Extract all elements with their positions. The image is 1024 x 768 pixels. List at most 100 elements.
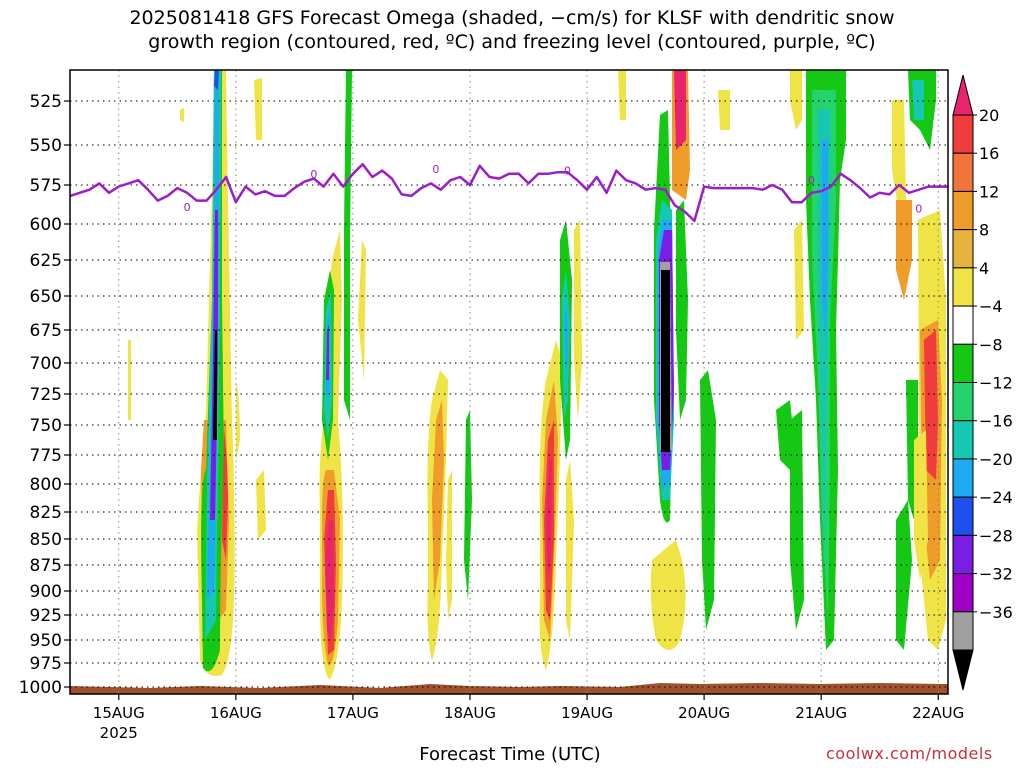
omega-area — [896, 200, 912, 300]
colorbar-label: 20 — [979, 106, 999, 125]
colorbar-label: −24 — [979, 488, 1013, 507]
y-tick-label: 600 — [30, 215, 62, 235]
y-tick-label: 925 — [30, 606, 62, 626]
x-axis: 15AUG 2025 16AUG 17AUG 18AUG 19AUG 20AUG 21AUG 2… — [93, 694, 964, 742]
omega-area — [256, 470, 266, 540]
omega-area — [924, 330, 938, 480]
y-tick-label: 625 — [30, 251, 62, 271]
y-tick-label: 650 — [30, 287, 62, 307]
omega-area — [566, 460, 574, 640]
y-tick-label: 875 — [30, 556, 62, 576]
omega-area — [574, 220, 582, 420]
colorbar: 20 16 12 8 4 −4 −8 −12 −16 −20 −24 −28 −32 −36 — [952, 74, 1013, 691]
colorbar-swatch — [952, 573, 974, 613]
plot-frame — [69, 69, 949, 695]
y-tick-label: 725 — [30, 385, 62, 405]
colorbar-label: 4 — [979, 259, 989, 278]
omega-area — [896, 500, 912, 650]
omega-area — [464, 410, 472, 600]
colorbar-swatch — [952, 152, 974, 192]
colorbar-label: −8 — [979, 335, 1003, 354]
omega-area — [213, 330, 217, 440]
grid — [70, 70, 948, 694]
omega-area — [776, 400, 794, 470]
colorbar-swatch — [952, 420, 974, 460]
freezing-level-contour-label: 0 — [564, 165, 571, 178]
omega-area — [790, 70, 802, 130]
x-axis-label: Forecast Time (UTC) — [419, 744, 601, 765]
y-tick-label: 775 — [30, 446, 62, 466]
freezing-level-contour-label: 0 — [808, 174, 815, 187]
x-tick-sublabel: 2025 — [100, 724, 138, 742]
colorbar-swatch — [952, 267, 974, 307]
colorbar-label: 16 — [979, 144, 999, 163]
omega-area — [674, 70, 686, 150]
freezing-level-contour-label: 0 — [310, 168, 317, 181]
freezing-level-contour-label: 0 — [184, 201, 191, 214]
colorbar-swatch — [952, 534, 974, 575]
omega-area — [236, 380, 240, 460]
omega-area — [650, 540, 686, 650]
y-tick-label: 675 — [30, 321, 62, 341]
y-tick-label: 1000 — [19, 678, 62, 698]
omega-area — [325, 520, 334, 640]
omega-area — [564, 300, 568, 380]
colorbar-label: −12 — [979, 374, 1013, 393]
x-tick-label: 20AUG — [678, 704, 730, 722]
omega-area — [326, 325, 329, 380]
y-tick-label: 575 — [30, 176, 62, 196]
omega-area — [718, 90, 730, 130]
omega-shading — [128, 70, 946, 680]
omega-area — [676, 200, 688, 420]
colorbar-label: −32 — [979, 565, 1013, 584]
colorbar-swatch — [952, 611, 974, 651]
x-tick-label: 22AUG — [912, 704, 964, 722]
colorbar-swatch — [952, 114, 974, 154]
omega-area — [207, 70, 219, 600]
x-tick-label: 17AUG — [327, 704, 379, 722]
colorbar-swatch — [952, 305, 974, 345]
colorbar-swatch — [952, 382, 974, 422]
freezing-level-line — [69, 162, 948, 223]
y-tick-label: 525 — [30, 92, 62, 112]
title-line-2: growth region (contoured, red, ºC) and f… — [148, 31, 876, 53]
omega-area — [661, 270, 670, 452]
colorbar-label: −36 — [979, 603, 1013, 622]
omega-area — [222, 430, 228, 560]
omega-area — [358, 240, 366, 380]
x-tick-label: 19AUG — [561, 704, 613, 722]
chart-title: 2025081418 GFS Forecast Omega (shaded, −… — [0, 6, 1024, 54]
colorbar-label: −4 — [979, 297, 1003, 316]
colorbar-swatch — [952, 496, 974, 536]
y-tick-label: 750 — [30, 416, 62, 436]
title-line-1: 2025081418 GFS Forecast Omega (shaded, −… — [129, 7, 895, 29]
omega-area — [618, 70, 626, 120]
y-tick-label: 550 — [30, 136, 62, 156]
omega-area — [446, 470, 452, 620]
omega-area — [210, 210, 218, 520]
colorbar-label: −16 — [979, 412, 1013, 431]
y-tick-label: 950 — [30, 631, 62, 651]
omega-area — [912, 80, 924, 120]
y-tick-label: 900 — [30, 582, 62, 602]
colorbar-swatch — [952, 229, 974, 269]
y-tick-label: 800 — [30, 475, 62, 495]
freezing-level-contour-label: 0 — [432, 163, 439, 176]
y-tick-label: 975 — [30, 654, 62, 674]
x-tick-label: 16AUG — [210, 704, 262, 722]
ground-surface — [70, 683, 948, 694]
y-axis: 525 550 575 600 625 650 675 700 725 750 775 800 825 8… — [19, 92, 70, 698]
x-tick-label: 18AUG — [444, 704, 496, 722]
colorbar-label: −28 — [979, 526, 1013, 545]
site-credit: coolwx.com/models — [826, 744, 993, 763]
omega-area — [432, 400, 444, 600]
omega-area — [254, 78, 262, 140]
x-tick-label: 21AUG — [795, 704, 847, 722]
colorbar-label: 12 — [979, 182, 999, 201]
omega-area — [546, 460, 552, 580]
y-tick-label: 825 — [30, 503, 62, 523]
freezing-level-layer: 0 0 0 0 0 0 — [69, 162, 948, 223]
y-tick-label: 700 — [30, 354, 62, 374]
colorbar-label: 8 — [979, 221, 989, 240]
